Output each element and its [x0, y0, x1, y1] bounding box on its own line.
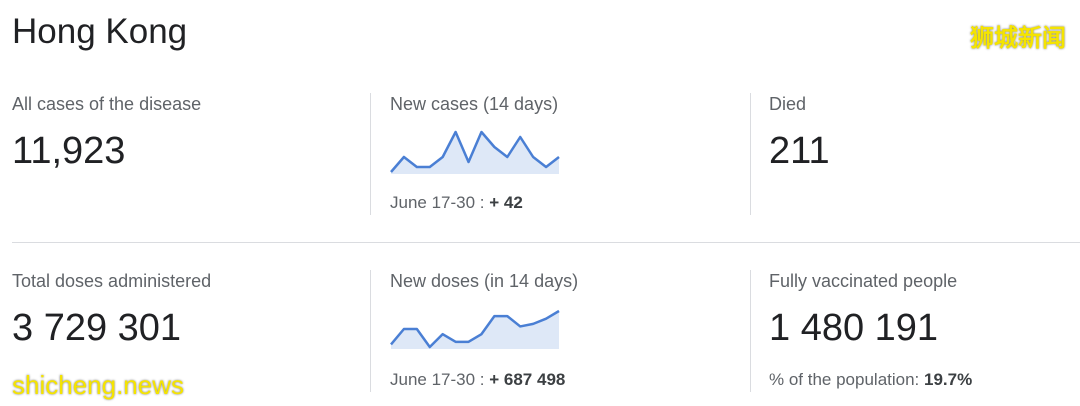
stat-period: June 17-30 : + 42 [390, 193, 523, 213]
divider [370, 93, 371, 215]
sparkline [390, 130, 560, 174]
title: Hong Kong [12, 12, 188, 51]
stat-label: Total doses administered [12, 271, 212, 291]
note: % of the population: [769, 370, 920, 389]
sparkline-area [391, 311, 559, 349]
divider [370, 270, 371, 392]
stat-label: New doses (in 14 days) [390, 271, 579, 291]
stat-label: Died [769, 94, 807, 114]
stat-value: 11,923 [12, 130, 126, 172]
stat-note: % of the population: 19.7% [769, 370, 972, 390]
stat-value: 3 729 301 [12, 307, 182, 349]
period: June 17-30 : [390, 193, 485, 212]
watermark: 狮城新闻 [970, 25, 1066, 52]
sparkline-line [390, 130, 560, 173]
note-value: 19.7% [924, 370, 973, 389]
stat-label: Fully vaccinated people [769, 271, 958, 291]
stat-label: All cases of the disease [12, 94, 202, 114]
stat-value: 211 [769, 130, 830, 172]
sparkline-line [390, 309, 560, 349]
stat-label: New cases (14 days) [390, 94, 559, 114]
watermark: shicheng.news [12, 370, 184, 400]
change: + 42 [489, 193, 523, 212]
stat-value: 1 480 191 [769, 307, 939, 349]
sparkline [390, 309, 560, 349]
stat-period: June 17-30 : + 687 498 [390, 370, 565, 390]
divider [12, 242, 1080, 243]
divider [750, 270, 751, 392]
divider [750, 93, 751, 215]
period: June 17-30 : [390, 370, 485, 389]
change: + 687 498 [489, 370, 566, 389]
